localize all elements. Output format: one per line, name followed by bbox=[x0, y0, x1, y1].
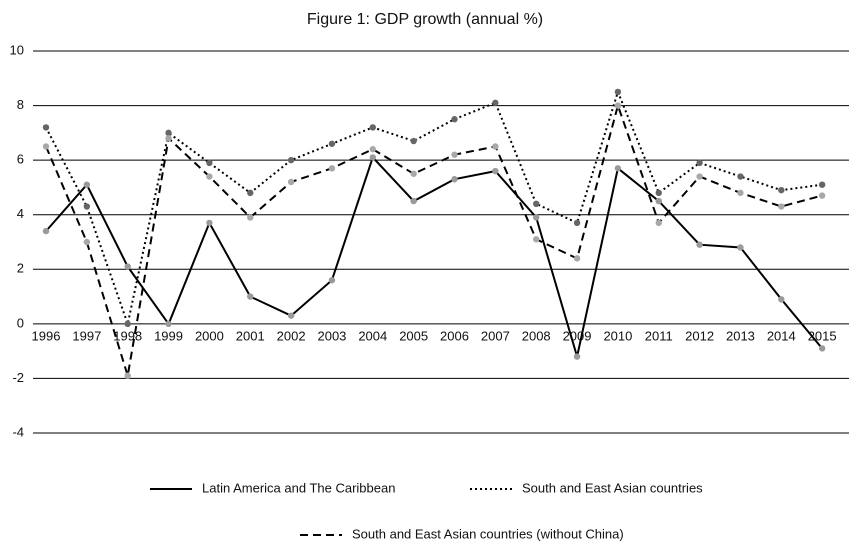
series-line bbox=[45, 102, 823, 376]
legend-label: Latin America and The Caribbean bbox=[202, 480, 395, 495]
data-point bbox=[206, 219, 213, 227]
data-point bbox=[778, 186, 785, 194]
data-point bbox=[451, 116, 458, 123]
data-point bbox=[533, 200, 540, 207]
data-point bbox=[287, 156, 295, 164]
data-point bbox=[247, 189, 254, 197]
y-tick-label: 4 bbox=[17, 206, 24, 221]
data-point bbox=[655, 189, 662, 197]
data-point bbox=[696, 173, 703, 180]
data-point bbox=[410, 197, 417, 205]
x-tick-label: 2008 bbox=[522, 328, 551, 343]
data-point bbox=[328, 277, 336, 284]
x-tick-label: 2004 bbox=[358, 328, 387, 343]
data-point bbox=[287, 178, 295, 186]
x-tick-label: 2005 bbox=[399, 328, 428, 343]
data-point bbox=[124, 320, 131, 328]
y-tick-label: -4 bbox=[12, 424, 24, 439]
y-tick-label: 8 bbox=[17, 97, 24, 112]
data-point bbox=[737, 173, 744, 180]
data-point bbox=[818, 181, 826, 188]
data-point bbox=[533, 236, 540, 243]
legend-label: South and East Asian countries bbox=[522, 480, 703, 495]
x-tick-label: 1999 bbox=[154, 328, 183, 343]
data-point bbox=[533, 214, 540, 221]
data-point bbox=[42, 143, 50, 150]
x-tick-label: 2009 bbox=[563, 328, 592, 343]
data-point bbox=[369, 124, 376, 131]
x-tick-label: 2007 bbox=[481, 328, 510, 343]
data-point bbox=[451, 151, 458, 158]
data-point bbox=[492, 167, 499, 175]
data-point bbox=[737, 244, 744, 251]
data-point bbox=[573, 219, 581, 227]
data-point bbox=[206, 173, 213, 180]
data-point bbox=[328, 140, 336, 147]
x-tick-label: 2001 bbox=[236, 328, 265, 343]
data-point bbox=[573, 255, 581, 262]
y-tick-label: 10 bbox=[10, 42, 24, 57]
x-tick-label: 2006 bbox=[440, 328, 469, 343]
data-point bbox=[614, 165, 622, 172]
data-point bbox=[124, 372, 131, 379]
x-tick-label: 2002 bbox=[277, 328, 306, 343]
series-line bbox=[45, 88, 823, 328]
data-point bbox=[165, 129, 172, 137]
y-tick-label: 6 bbox=[17, 152, 24, 167]
data-point bbox=[287, 312, 295, 319]
data-point bbox=[206, 159, 213, 167]
data-point bbox=[818, 192, 826, 199]
x-tick-label: 2010 bbox=[603, 328, 632, 343]
data-point bbox=[696, 159, 703, 167]
y-tick-label: 0 bbox=[17, 315, 24, 330]
x-tick-label: 1998 bbox=[113, 328, 142, 343]
y-tick-label: -2 bbox=[12, 370, 24, 385]
data-point bbox=[655, 197, 662, 205]
data-point bbox=[42, 227, 50, 235]
legend-label: South and East Asian countries (without … bbox=[352, 526, 624, 541]
data-point bbox=[778, 296, 785, 303]
data-point bbox=[369, 154, 376, 161]
y-tick-label: 2 bbox=[17, 261, 24, 276]
x-tick-label: 2000 bbox=[195, 328, 224, 343]
chart-title: Figure 1: GDP growth (annual %) bbox=[307, 11, 543, 28]
x-tick-label: 2013 bbox=[726, 328, 755, 343]
x-tick-label: 1996 bbox=[32, 328, 61, 343]
data-point bbox=[818, 345, 826, 352]
data-point bbox=[492, 143, 499, 150]
x-tick-label: 2011 bbox=[645, 328, 673, 343]
data-point bbox=[247, 214, 254, 221]
data-point bbox=[410, 170, 417, 177]
data-point bbox=[614, 102, 622, 109]
data-point bbox=[451, 176, 458, 183]
data-point bbox=[492, 99, 499, 107]
data-point bbox=[778, 203, 785, 210]
data-point bbox=[573, 353, 581, 360]
data-point bbox=[83, 181, 91, 188]
data-point bbox=[83, 238, 91, 246]
data-point bbox=[42, 124, 50, 131]
data-point bbox=[165, 320, 172, 328]
series-line bbox=[45, 155, 823, 357]
data-point bbox=[247, 293, 254, 300]
data-point bbox=[696, 241, 703, 248]
data-point bbox=[165, 135, 172, 142]
x-tick-label: 2014 bbox=[767, 328, 796, 343]
x-tick-label: 2003 bbox=[317, 328, 346, 343]
data-point bbox=[614, 88, 622, 96]
x-tick-label: 1997 bbox=[72, 328, 101, 343]
data-point bbox=[655, 219, 662, 227]
data-point bbox=[124, 263, 131, 270]
x-tick-label: 2012 bbox=[685, 328, 714, 343]
data-point bbox=[328, 165, 336, 172]
data-point bbox=[410, 137, 417, 145]
data-point bbox=[83, 203, 91, 210]
data-point bbox=[369, 146, 376, 153]
data-point bbox=[737, 189, 744, 197]
